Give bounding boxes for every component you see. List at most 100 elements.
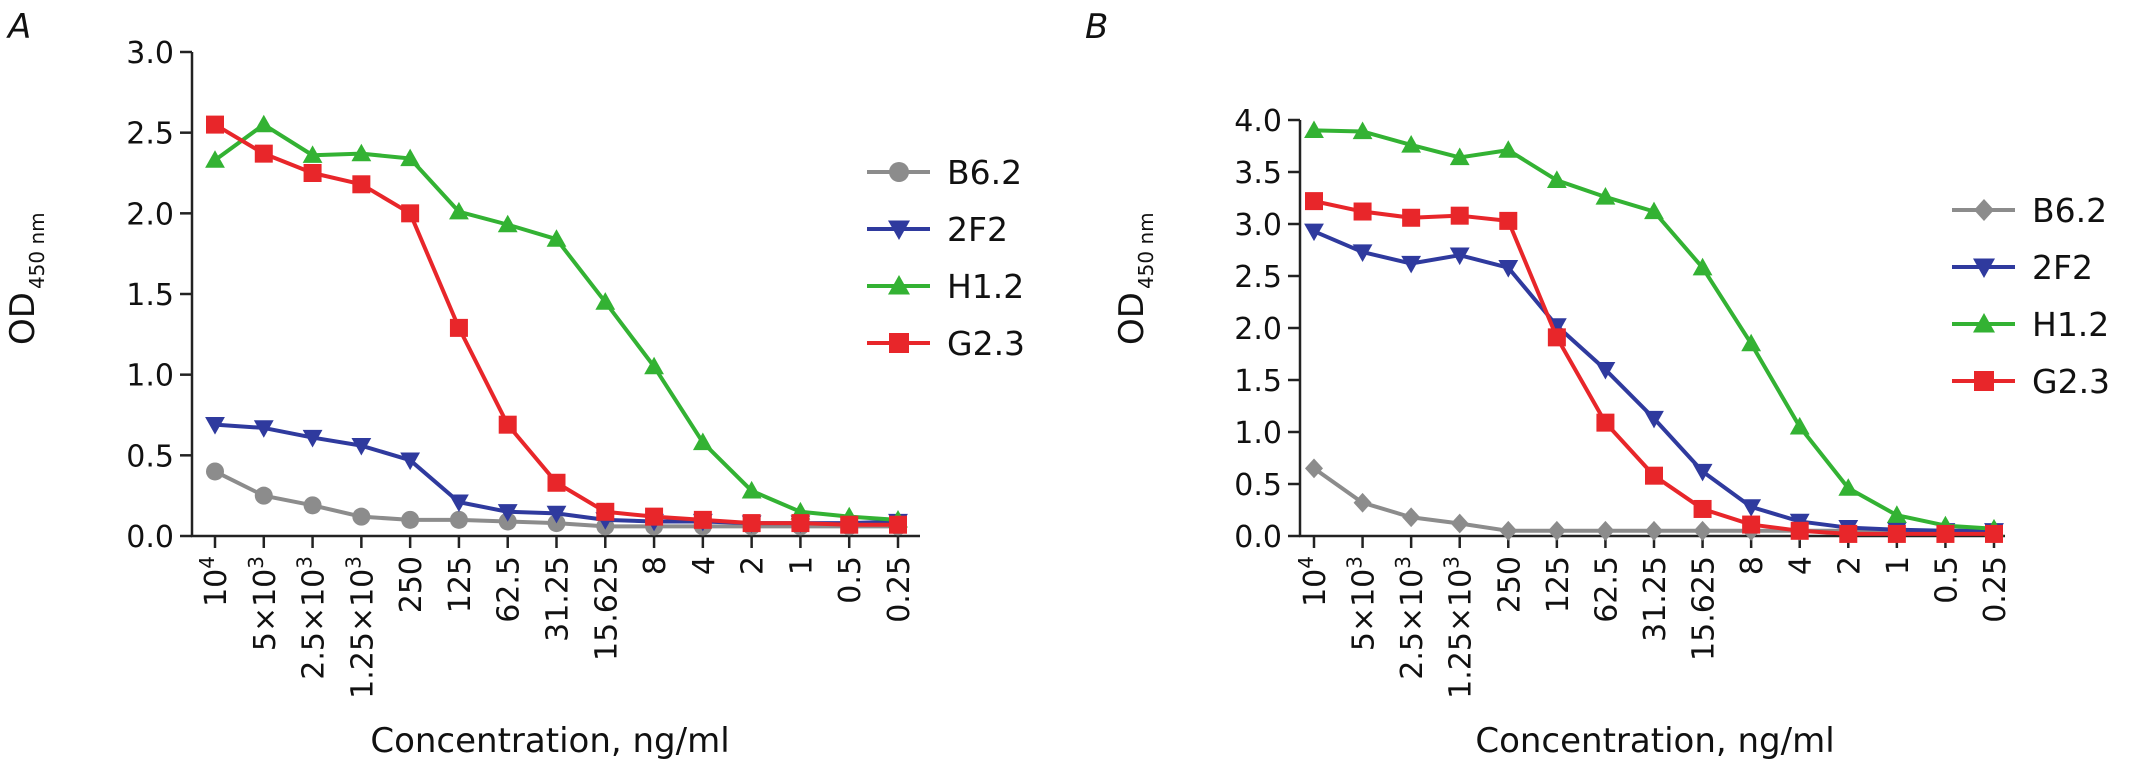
panel-a-data-point xyxy=(401,510,420,529)
panel-b-data-point xyxy=(1450,206,1469,225)
panel-a-y-axis-title: OD 450 nm xyxy=(3,212,49,345)
panel-a-x-tick-label: 5×103 xyxy=(244,556,283,651)
panel-a-data-point xyxy=(303,496,322,515)
panel-a-data-point xyxy=(401,204,420,223)
panel-b: B 0.0 0.5 1.0 1.5 2.0 2.5 3.0 3.5 4.0 104 5×1032.… xyxy=(1085,7,2110,761)
panel-b-y-axis-unit: 450 nm xyxy=(1134,212,1158,289)
panel-a-y-ticks: 0.0 0.5 1.0 1.5 2.0 2.5 3.0 xyxy=(126,36,192,555)
panel-a-series-G2.3 xyxy=(206,115,907,534)
panel-b-data-point xyxy=(1595,361,1616,380)
panel-a-data-point xyxy=(449,494,469,513)
panel-a-data-point xyxy=(205,417,225,435)
panel-a-data-point xyxy=(546,505,567,524)
panel-a-data-point xyxy=(497,504,518,522)
panel-a-data-point xyxy=(253,114,274,133)
panel-b-data-point xyxy=(1741,333,1762,352)
panel-a-x-tick-label: 0.25 xyxy=(882,556,917,623)
panel-a-y-tick-label: 3.0 xyxy=(126,36,174,71)
panel-a-series xyxy=(205,114,908,536)
panel-b-data-point xyxy=(1402,507,1421,528)
panel-b-data-point xyxy=(1790,521,1809,540)
panel-b-data-point xyxy=(1498,140,1519,158)
panel-a-data-point xyxy=(645,507,664,526)
panel-b-data-point xyxy=(1596,520,1615,541)
panel-a-y-tick-label: 0.5 xyxy=(126,439,174,474)
panel-a-data-point xyxy=(206,462,224,481)
panel-b-data-point xyxy=(1692,257,1713,276)
panel-b-x-tick-label: 0.5 xyxy=(1929,556,1964,604)
panel-b-y-tick-label: 3.5 xyxy=(1234,156,1282,191)
panel-a-data-point xyxy=(497,214,518,233)
panel-b-legend-item: 2F2 xyxy=(1952,248,2093,287)
panel-b-data-point xyxy=(1936,524,1955,543)
panel-a-x-tick-label: 62.5 xyxy=(492,556,527,623)
panel-a-data-point xyxy=(449,201,469,220)
panel-b-data-point xyxy=(1305,192,1323,211)
panel-b-data-point xyxy=(1742,515,1761,534)
panel-b-data-point xyxy=(1305,458,1323,479)
panel-b-data-point xyxy=(1693,520,1712,541)
panel-b-data-point xyxy=(1304,120,1324,139)
panel-b-x-tick-label: 125 xyxy=(1541,556,1576,613)
panel-a-y-tick-label: 2.5 xyxy=(126,117,174,152)
panel-a-data-point xyxy=(254,486,273,505)
panel-a-data-point xyxy=(693,510,712,529)
panel-a-data-point xyxy=(400,452,421,471)
panel-b-data-point xyxy=(1692,463,1713,482)
panel-b-data-point xyxy=(1838,478,1859,496)
panel-a-x-tick-label: 8 xyxy=(638,556,673,575)
panel-b-y-tick-label: 4.0 xyxy=(1234,104,1282,139)
panel-a-legend-label: B6.2 xyxy=(947,153,1022,192)
panel-a-data-point xyxy=(449,318,468,337)
panel-a-x-tick-label: 2 xyxy=(736,556,771,575)
panel-b-legend-marker xyxy=(1973,258,1995,278)
panel-b-y-tick-label: 0.5 xyxy=(1234,468,1282,503)
panel-b-series xyxy=(1304,120,2004,543)
panel-b-data-point xyxy=(1596,413,1615,432)
panel-b-x-tick-label: 2 xyxy=(1832,556,1867,575)
panel-b-data-point xyxy=(1449,147,1470,166)
panel-b-data-point xyxy=(1353,202,1372,221)
panel-b-x-tick-label: 0.25 xyxy=(1978,556,2013,623)
panel-b-data-point xyxy=(1693,499,1712,518)
panel-a-x-tick-label: 250 xyxy=(394,556,429,613)
panel-b-data-point xyxy=(1450,513,1469,534)
panel-b-x-tick-label: 104 xyxy=(1294,556,1333,607)
panel-b-data-point xyxy=(1644,410,1664,429)
panel-b-legend-label: H1.2 xyxy=(2032,305,2109,344)
panel-b-y-tick-label: 2.5 xyxy=(1234,260,1282,295)
panel-b-x-tick-label: 1.25×103 xyxy=(1440,556,1479,699)
panel-b-data-point xyxy=(1499,520,1518,541)
panel-b-data-point xyxy=(1547,328,1566,347)
panel-b-data-point xyxy=(1789,416,1810,435)
panel-a-x-tick-label: 104 xyxy=(195,556,234,607)
panel-a-data-point xyxy=(692,432,713,451)
panel-a-data-point xyxy=(352,175,371,194)
panel-a-x-tick-label: 4 xyxy=(687,556,722,575)
panel-a-legend-marker xyxy=(888,220,910,240)
panel-b-series-line xyxy=(1313,229,1994,533)
panel-b-data-point xyxy=(1741,499,1762,517)
panel-a-data-point xyxy=(254,144,273,163)
panel-b-x-tick-label: 5×103 xyxy=(1343,556,1382,651)
panel-a-legend-item: 2F2 xyxy=(867,210,1008,249)
panel-a-y-tick-label: 2.0 xyxy=(126,197,174,232)
panel-b-data-point xyxy=(1886,505,1907,523)
panel-b-data-point xyxy=(1401,135,1422,153)
panel-a-series-H1.2 xyxy=(205,114,908,528)
panel-b-y-axis-label: OD xyxy=(1112,292,1152,345)
panel-b-x-tick-label: 62.5 xyxy=(1589,556,1624,623)
panel-a-series-line xyxy=(213,122,898,527)
panel-a-data-point xyxy=(791,514,810,533)
panel-b-legend-marker xyxy=(1974,199,1994,221)
panel-a-x-tick-label: 15.625 xyxy=(589,556,624,661)
panel-a-data-point xyxy=(595,292,616,310)
panel-a-legend-item: B6.2 xyxy=(867,153,1022,192)
panel-b-x-tick-label: 250 xyxy=(1492,556,1527,613)
panel-a-data-point xyxy=(596,502,615,521)
panel-a-data-point xyxy=(352,507,371,526)
panel-b-legend-marker xyxy=(1973,313,1995,333)
panel-a-data-point xyxy=(498,415,517,434)
panel-a-y-axis-unit: 450 nm xyxy=(25,212,49,289)
